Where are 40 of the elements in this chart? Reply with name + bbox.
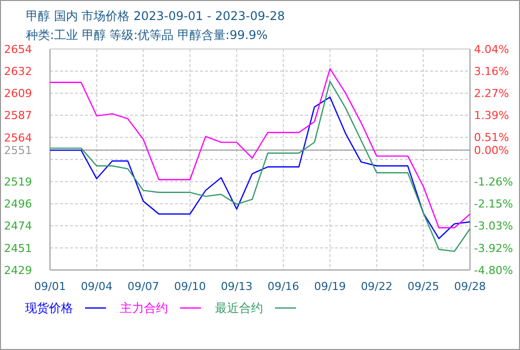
chart-title: 甲醇 国内 市场价格 2023-09-01 - 2023-09-28	[26, 9, 285, 23]
y-tick-label: 2564	[4, 131, 32, 144]
line-series	[49, 80, 471, 252]
y2-tick-label: 4.04%	[474, 42, 509, 56]
legend-label: 主力合约	[120, 301, 168, 315]
y-tick-label: 2654	[4, 42, 32, 56]
y2-tick-label: 3.16%	[474, 64, 509, 78]
y2-tick-label: 0.51%	[474, 131, 509, 144]
y2-tick-label: -2.15%	[474, 198, 513, 211]
y2-tick-label: -4.80%	[474, 264, 513, 277]
x-tick-label: 09/19	[314, 280, 346, 293]
y-tick-label: 2519	[4, 175, 32, 188]
x-tick-label: 09/01	[34, 280, 66, 293]
line-series	[49, 96, 471, 240]
x-tick-label: 09/10	[174, 280, 206, 293]
x-tick-label: 09/13	[220, 280, 253, 293]
y-tick-label: 2429	[4, 264, 32, 277]
line-series	[49, 68, 471, 228]
y2-tick-label: 2.27%	[474, 87, 509, 100]
y2-tick-label: -1.26%	[474, 175, 513, 188]
x-tick-label: 09/16	[267, 280, 300, 293]
x-tick-label: 09/25	[407, 280, 440, 293]
y-tick-label: 2551	[4, 144, 32, 158]
y-tick-label: 2609	[4, 87, 32, 100]
y2-tick-label: 0.00%	[474, 144, 509, 157]
y-tick-label: 2496	[4, 198, 32, 211]
chart-subtitle: 种类:工业 甲醇 等级:优等品 甲醇含量:99.9%	[26, 28, 268, 42]
y2-tick-label: -3.92%	[474, 242, 513, 255]
y2-tick-label: 1.39%	[474, 109, 509, 122]
legend-label: 最近合约	[215, 301, 263, 315]
y-tick-label: 2474	[4, 220, 32, 233]
legend-label: 现货价格	[25, 301, 73, 315]
x-tick-label: 09/04	[80, 280, 113, 293]
y-tick-label: 2451	[4, 242, 32, 255]
y-tick-label: 2632	[4, 64, 32, 78]
y-tick-label: 2587	[4, 109, 32, 122]
x-tick-label: 09/07	[127, 280, 160, 293]
x-tick-label: 09/28	[454, 280, 486, 293]
x-tick-label: 09/22	[360, 280, 393, 293]
y2-tick-label: -3.03%	[474, 220, 513, 233]
